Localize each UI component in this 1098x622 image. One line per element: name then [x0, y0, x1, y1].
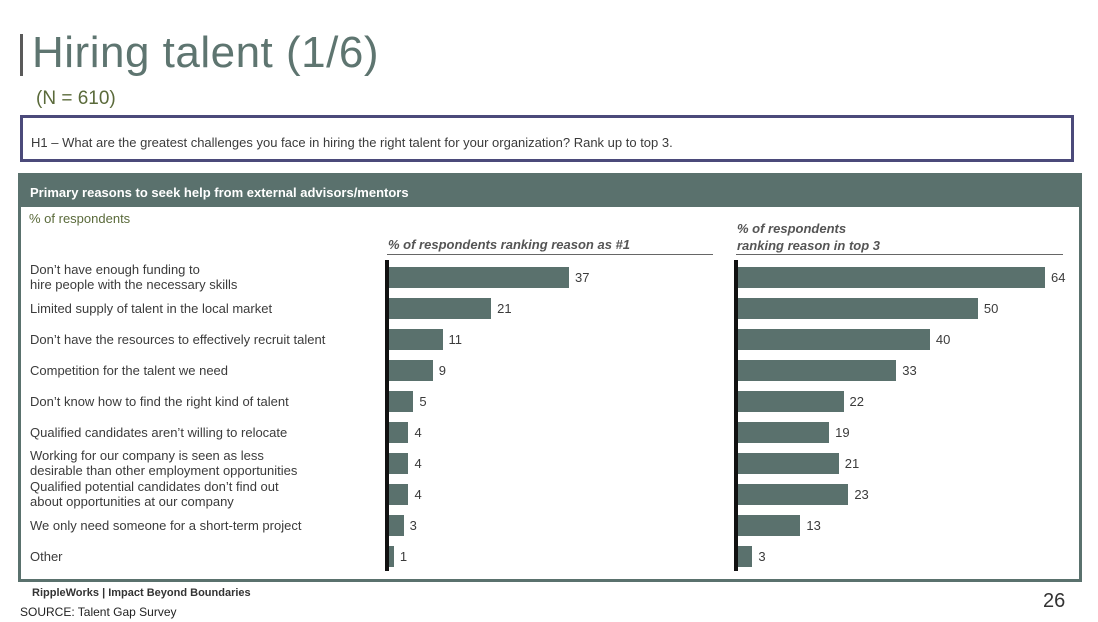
series1-value-label: 21 [497, 301, 512, 316]
series2-axis [734, 260, 738, 571]
series1-value-label: 1 [399, 549, 408, 564]
page-title: Hiring talent (1/6) [32, 28, 379, 77]
series1-bar [389, 546, 394, 567]
series1-value-label: 37 [575, 270, 590, 285]
sample-size: (N = 610) [36, 88, 116, 109]
category-label: We only need someone for a short-term pr… [30, 518, 301, 533]
series2-bar [738, 329, 930, 350]
category-label-line: Don’t have the resources to effectively … [30, 332, 326, 347]
series2-header-line2: ranking reason in top 3 [737, 238, 881, 253]
category-label: Working for our company is seen as less d… [30, 448, 297, 478]
series1-bar [389, 453, 409, 474]
category-label-line: Limited supply of talent in the local ma… [30, 301, 273, 316]
unit-label: % of respondents [29, 211, 131, 226]
category-label-line: about opportunities at our company [30, 494, 234, 509]
series2-bar [738, 391, 844, 412]
category-label-line: Don’t know how to find the right kind of… [30, 394, 289, 409]
series2-bar [738, 515, 801, 536]
series2-header: % of respondents ranking reason in top 3 [737, 220, 880, 254]
series1-header-rule [387, 254, 713, 255]
category-label: Don’t have enough funding to hire people … [30, 262, 237, 292]
series2-value-label: 33 [902, 363, 917, 378]
series2-bar [738, 267, 1045, 288]
series2-value-label: 3 [758, 549, 766, 564]
series2-value-label: 23 [854, 487, 869, 502]
category-label-line: hire people with the necessary skills [30, 277, 238, 292]
series1-bar [389, 267, 569, 288]
series2-header-line1: % of respondents [737, 221, 847, 236]
page-number: 26 [1043, 590, 1066, 612]
series1-bar [389, 391, 414, 412]
category-label-line: desirable than other employment opportun… [30, 463, 298, 478]
series2-bar [738, 484, 849, 505]
series2-bar [738, 453, 839, 474]
series2-header-rule [736, 254, 1063, 255]
panel-title: Primary reasons to seek help from extern… [30, 185, 409, 200]
series2-value-label: 13 [806, 518, 821, 533]
series1-value-label: 11 [448, 332, 463, 347]
series2-value-label: 50 [983, 301, 999, 316]
panel-header: Primary reasons to seek help from extern… [21, 176, 1079, 207]
series1-value-label: 4 [414, 425, 422, 440]
category-label: Competition for the talent we need [30, 363, 228, 378]
series2-value-label: 22 [849, 394, 864, 409]
series1-value-label: 3 [409, 518, 417, 533]
series2-value-label: 21 [844, 456, 860, 471]
question-text: H1 – What are the greatest challenges yo… [31, 135, 673, 150]
source-note: SOURCE: Talent Gap Survey [20, 605, 177, 619]
series2-value-label: 19 [835, 425, 850, 440]
series1-bar [389, 329, 443, 350]
series1-axis [385, 260, 389, 571]
series2-bar [738, 298, 978, 319]
category-label: Limited supply of talent in the local ma… [30, 301, 272, 316]
title-accent-bar [20, 34, 23, 76]
category-label-line: Don’t have enough funding to [30, 262, 200, 277]
category-label-line: We only need someone for a short-term pr… [30, 518, 302, 533]
series1-value-label: 9 [438, 363, 447, 378]
category-label-line: Qualified candidates aren’t willing to r… [30, 425, 288, 440]
category-label-line: Working for our company is seen as less [30, 448, 264, 463]
series2-value-label: 64 [1051, 270, 1066, 285]
series2-value-label: 40 [935, 332, 951, 347]
series1-bar [389, 298, 492, 319]
series1-value-label: 5 [419, 394, 427, 409]
series1-bar [389, 484, 409, 505]
series1-bar [389, 360, 433, 381]
category-label: Don’t know how to find the right kind of… [30, 394, 289, 409]
series1-header: % of respondents ranking reason as #1 [388, 237, 631, 252]
category-label-line: Other [30, 549, 63, 564]
brand-footer: RippleWorks | Impact Beyond Boundaries [32, 587, 251, 599]
category-label: Don’t have the resources to effectively … [30, 332, 325, 347]
category-label: Qualified potential candidates don’t fin… [30, 479, 279, 509]
series2-bar [738, 360, 897, 381]
series2-bar [738, 422, 830, 443]
series1-value-label: 4 [414, 487, 422, 502]
chart-panel: Primary reasons to seek help from extern… [18, 173, 1082, 582]
series1-value-label: 4 [414, 456, 422, 471]
category-label: Qualified candidates aren’t willing to r… [30, 425, 287, 440]
series1-bar [389, 422, 409, 443]
series2-bar [738, 546, 753, 567]
category-label: Other [30, 549, 63, 564]
series1-bar [389, 515, 404, 536]
category-label-line: Qualified potential candidates don’t fin… [30, 479, 279, 494]
question-box: H1 – What are the greatest challenges yo… [20, 115, 1074, 162]
category-label-line: Competition for the talent we need [30, 363, 229, 378]
